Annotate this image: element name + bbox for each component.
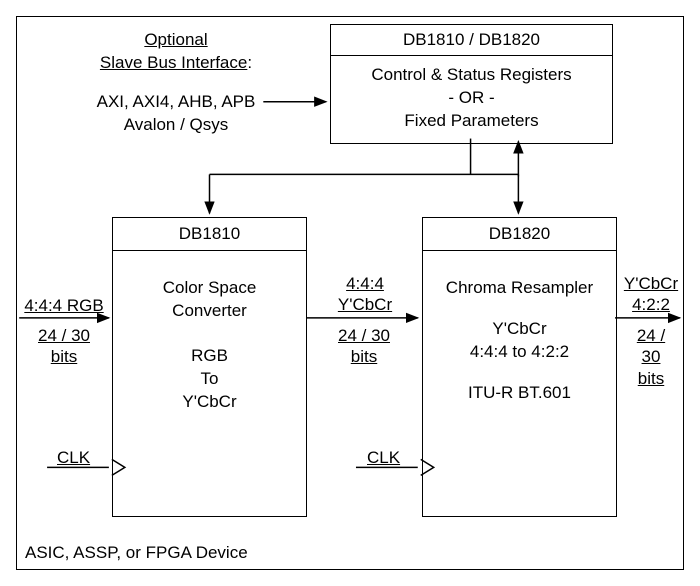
- input-bits-label: 24 / 30 bits: [29, 325, 99, 368]
- db1810-body2-l2: To: [119, 368, 300, 391]
- db1820-body2-l2: 4:4:4 to 4:2:2: [429, 341, 610, 364]
- clk-right-label: CLK: [367, 447, 400, 468]
- optional-subtitle: Slave Bus Interface: [100, 53, 247, 72]
- db1810-header: DB1810: [113, 218, 306, 251]
- db1820-block: DB1820 Chroma Resampler Y'CbCr 4:4:4 to …: [422, 217, 617, 517]
- optional-colon: :: [247, 53, 252, 72]
- db1820-header: DB1820: [423, 218, 616, 251]
- output-format-label: Y'CbCr 4:2:2: [621, 273, 681, 316]
- optional-title: Optional: [144, 30, 207, 49]
- input-format-label: 4:4:4 RGB: [19, 295, 109, 316]
- db1810-body: Color Space Converter RGB To Y'CbCr: [113, 251, 306, 438]
- db1810-block: DB1810 Color Space Converter RGB To Y'Cb…: [112, 217, 307, 517]
- top-body-line2: - OR -: [335, 87, 608, 110]
- mid-bits-label: 24 / 30 bits: [329, 325, 399, 368]
- optional-line1: AXI, AXI4, AHB, APB: [51, 91, 301, 114]
- top-body-line1: Control & Status Registers: [335, 64, 608, 87]
- db1810-body1-l2: Converter: [119, 300, 300, 323]
- top-body-line3: Fixed Parameters: [335, 110, 608, 133]
- db1810-body2-l1: RGB: [119, 345, 300, 368]
- db1820-body2-l1: Y'CbCr: [429, 318, 610, 341]
- db1810-body2-l3: Y'CbCr: [119, 391, 300, 414]
- optional-line2: Avalon / Qsys: [51, 114, 301, 137]
- db1810-body1-l1: Color Space: [119, 277, 300, 300]
- optional-interface-text: Optional Slave Bus Interface: AXI, AXI4,…: [51, 29, 301, 137]
- device-footer: ASIC, ASSP, or FPGA Device: [25, 543, 248, 563]
- db1820-body1: Chroma Resampler: [429, 277, 610, 300]
- db1820-body: Chroma Resampler Y'CbCr 4:4:4 to 4:2:2 I…: [423, 251, 616, 423]
- control-registers-box: DB1810 / DB1820 Control & Status Registe…: [330, 24, 613, 144]
- clk-left-label: CLK: [57, 447, 90, 468]
- top-box-body: Control & Status Registers - OR - Fixed …: [331, 56, 612, 143]
- top-box-header: DB1810 / DB1820: [331, 25, 612, 56]
- output-bits-label: 24 / 30 bits: [631, 325, 671, 389]
- db1820-body3: ITU-R BT.601: [429, 382, 610, 405]
- device-frame: Optional Slave Bus Interface: AXI, AXI4,…: [16, 16, 684, 570]
- mid-format-label: 4:4:4 Y'CbCr: [325, 273, 405, 316]
